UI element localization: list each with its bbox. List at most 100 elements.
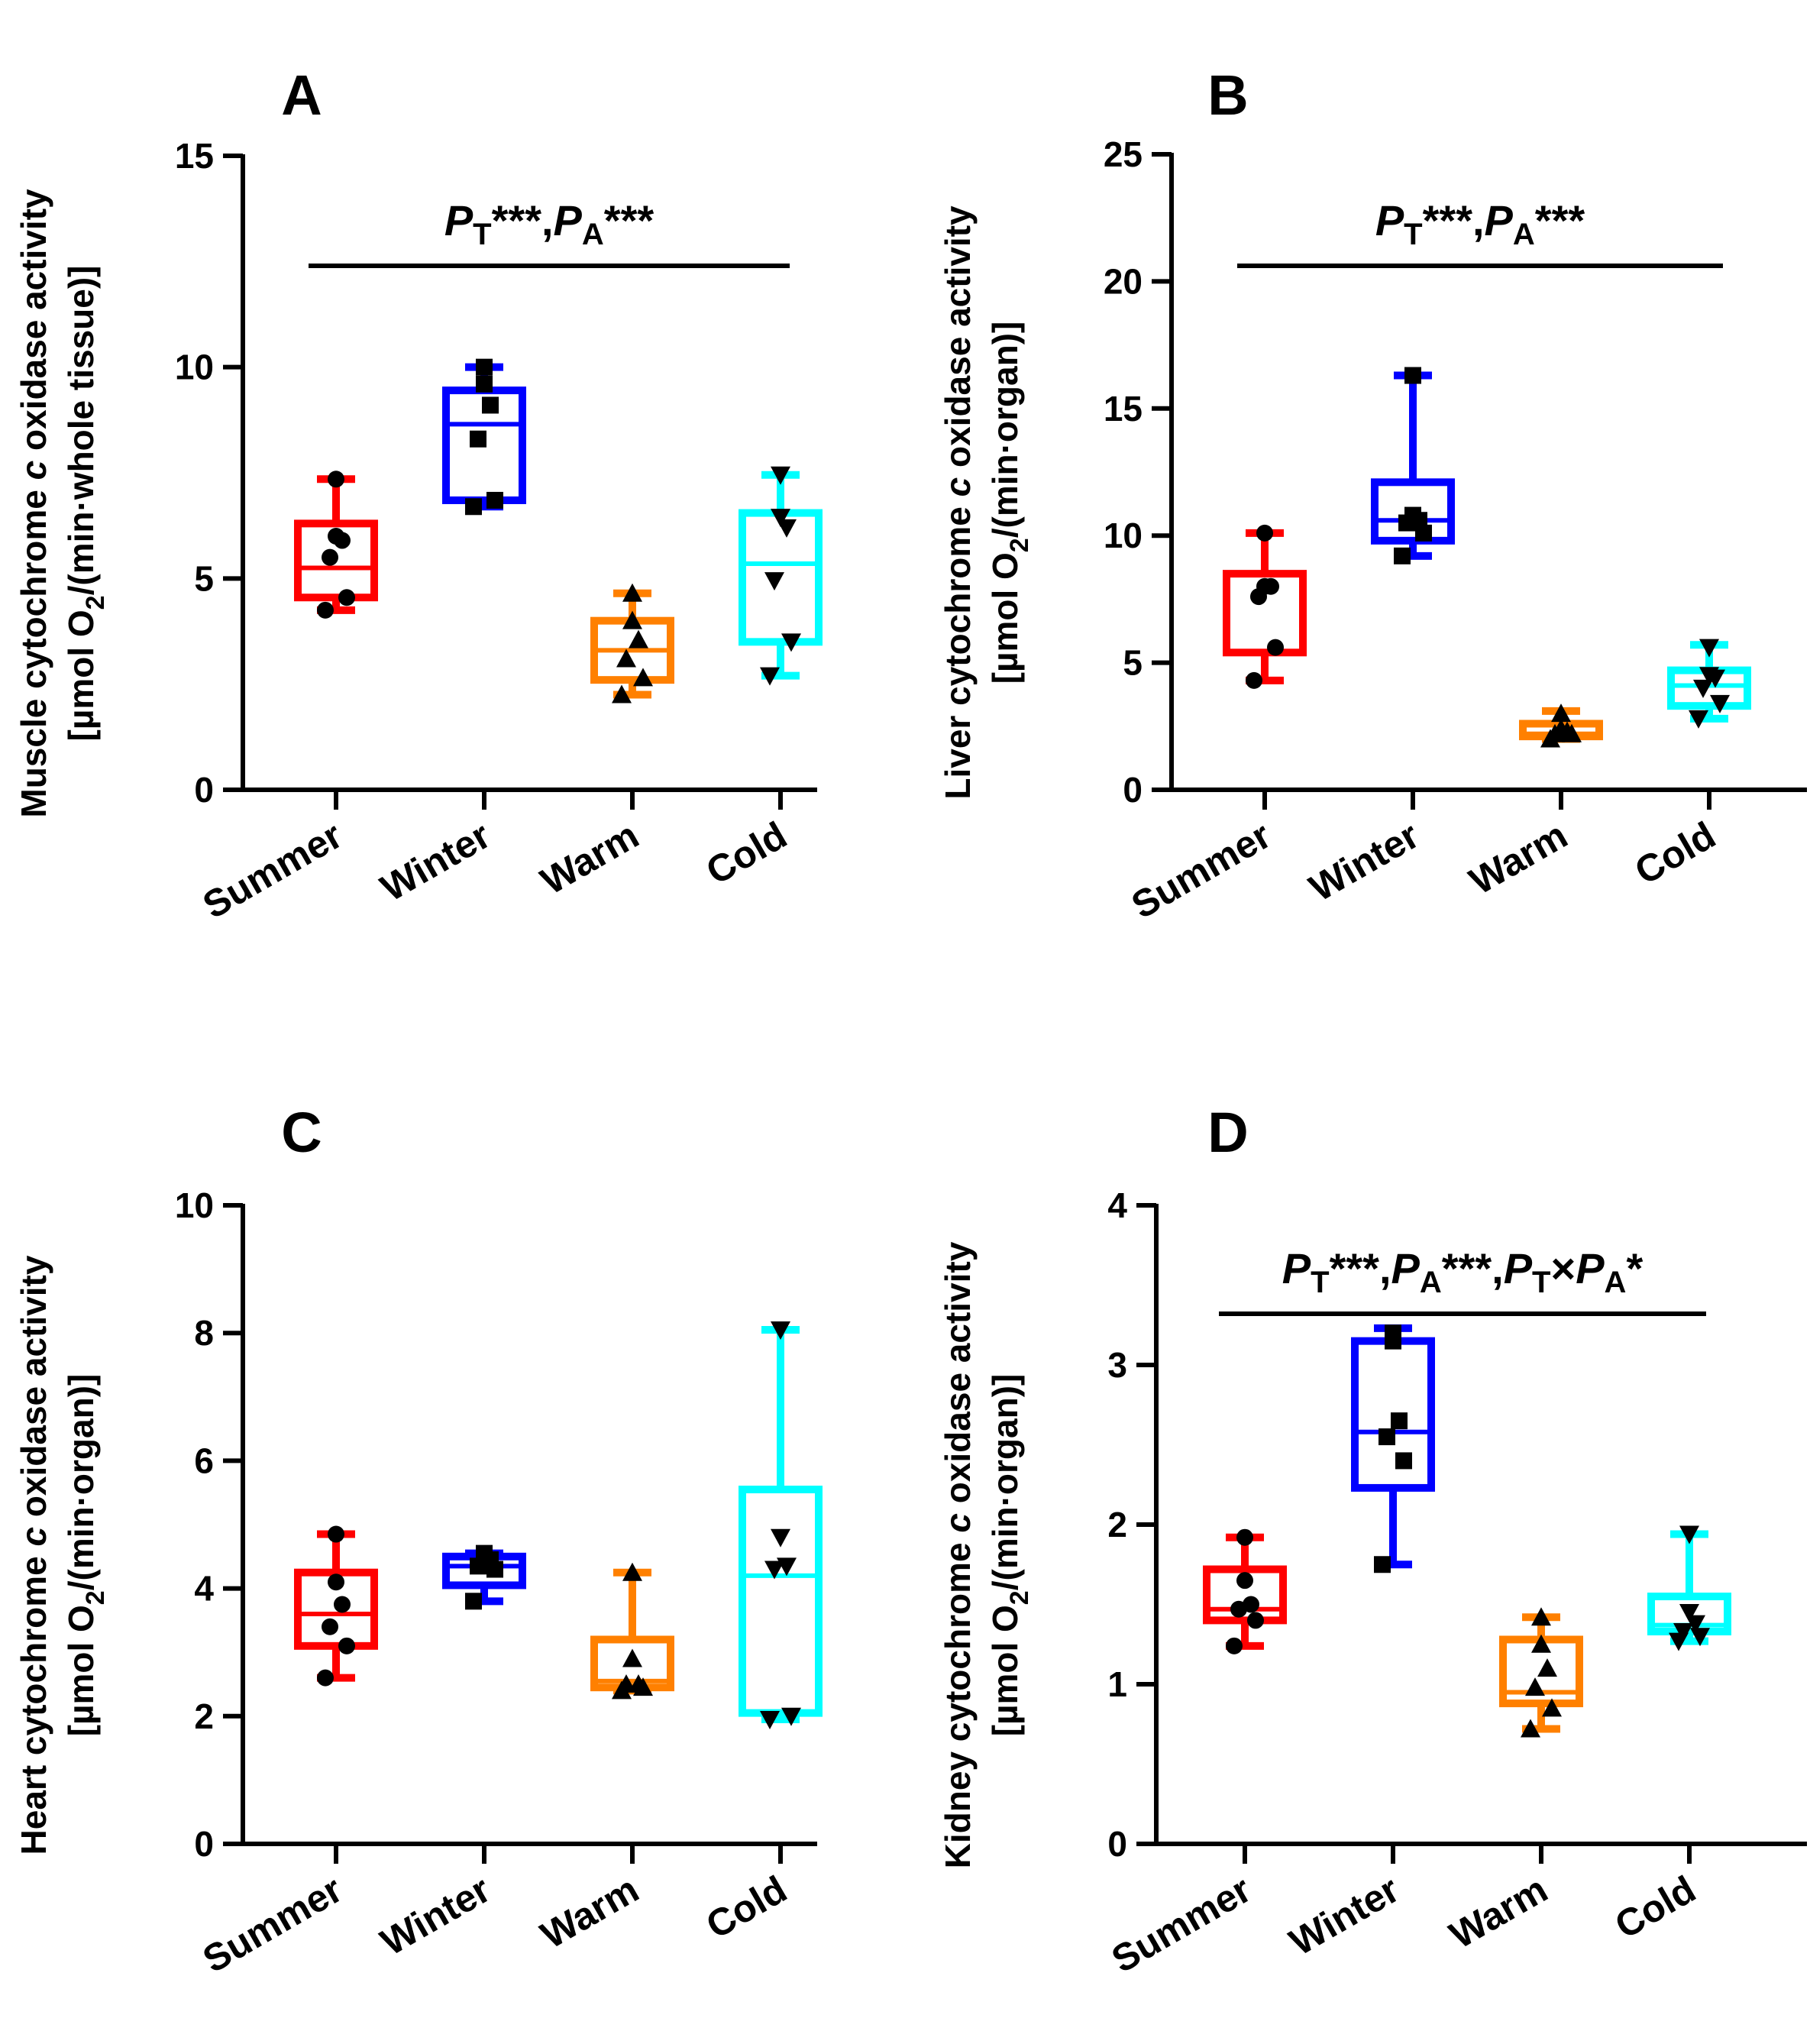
- data-point: [1394, 547, 1411, 564]
- data-point: [1551, 719, 1571, 738]
- data-point: [629, 629, 648, 648]
- data-point: [1374, 1556, 1391, 1573]
- box-iqr: [1371, 478, 1455, 545]
- y-axis-label-subscript: 2: [1005, 1590, 1034, 1605]
- data-point: [476, 1544, 493, 1562]
- significance-p: P: [1485, 196, 1514, 244]
- data-point: [781, 1707, 801, 1726]
- box-summer: [1223, 524, 1307, 689]
- y-tick-label: 0: [1107, 1824, 1127, 1864]
- y-tick-label: 20: [1104, 261, 1143, 301]
- significance-stars: ***: [1535, 196, 1585, 244]
- data-point: [1391, 1412, 1408, 1430]
- data-point: [622, 1648, 642, 1667]
- significance-subscript: A: [582, 218, 604, 251]
- data-point: [622, 583, 642, 602]
- box-cold: [739, 1321, 823, 1729]
- box-iqr: [739, 1486, 823, 1717]
- significance-stars: ***,: [1423, 196, 1485, 244]
- x-category-label: Warm: [534, 813, 646, 903]
- data-point: [465, 1593, 482, 1610]
- data-point: [1531, 1607, 1551, 1626]
- data-point: [1236, 1572, 1253, 1590]
- y-tick-label: 15: [1104, 389, 1143, 429]
- data-point: [1256, 524, 1273, 542]
- panel-b: B 0 5 10 15 20 25 Summer Winter Warm Cold Liver cyt…: [938, 63, 1807, 927]
- panel-a: A 0 5 10 15 Summer Winter Warm Cold Muscle cytoch…: [14, 63, 823, 927]
- data-point: [1246, 671, 1262, 689]
- y-tick-label: 6: [194, 1441, 214, 1480]
- x-category-label: Winter: [373, 1868, 497, 1964]
- data-point: [777, 1557, 797, 1577]
- y-axis-label-text: /(min·organ)]: [985, 1374, 1025, 1591]
- y-axis-label-italic: c: [938, 477, 978, 497]
- significance-p: P: [1504, 1244, 1533, 1292]
- data-point: [1531, 1634, 1551, 1653]
- data-point: [771, 509, 790, 528]
- data-point: [1525, 1677, 1545, 1696]
- data-point: [1415, 524, 1432, 542]
- data-point: [629, 1674, 648, 1693]
- data-point: [781, 633, 801, 652]
- data-point: [760, 667, 780, 686]
- y-tick-label: 5: [194, 558, 214, 598]
- y-axis-label-italic: c: [938, 1513, 978, 1533]
- y-tick-label: 0: [194, 770, 214, 810]
- box-iqr: [1647, 1593, 1731, 1636]
- data-point: [633, 668, 653, 687]
- box-cold: [739, 466, 823, 686]
- y-axis-label-text: [µmol O: [61, 610, 101, 741]
- data-point: [476, 375, 493, 393]
- y-axis-label-text: oxidase activity: [14, 189, 53, 461]
- data-point: [322, 548, 338, 566]
- x-category-label: Warm: [1463, 813, 1575, 903]
- x-category-label: Warm: [534, 1868, 646, 1957]
- data-point: [612, 684, 632, 703]
- x-category-label: Winter: [1302, 813, 1426, 910]
- data-point: [317, 601, 334, 619]
- y-tick-label: 1: [1107, 1664, 1127, 1704]
- box-winter: [1371, 367, 1455, 564]
- y-axis-label-line1: Kidney cytochrome c oxidase activity: [938, 1241, 978, 1868]
- y-axis-label-text: Muscle cytochrome: [14, 480, 53, 817]
- data-point: [771, 1528, 790, 1548]
- data-point: [1673, 1623, 1693, 1642]
- box-warm: [590, 583, 674, 703]
- data-point: [764, 1560, 784, 1580]
- data-point: [1395, 1452, 1412, 1470]
- significance-subscript: A: [1513, 218, 1535, 251]
- y-axis-label-line2: [µmol O2/(min·organ)]: [985, 322, 1034, 684]
- data-point: [482, 396, 499, 414]
- data-point: [1243, 1596, 1259, 1613]
- significance-p: P: [1375, 196, 1404, 244]
- y-tick-label: 4: [1107, 1185, 1127, 1225]
- y-axis-label-italic: c: [14, 1527, 53, 1547]
- data-point: [338, 1637, 355, 1654]
- data-point: [1693, 679, 1713, 698]
- y-tick-label: 3: [1107, 1345, 1127, 1385]
- significance-label: PT***,PA***: [444, 196, 655, 251]
- y-axis-label-text: /(min·whole tissue)]: [61, 266, 101, 596]
- significance-subscript: T: [1404, 218, 1422, 251]
- y-axis-label-text: [µmol O: [61, 1605, 101, 1736]
- data-point: [465, 498, 482, 516]
- box-summer: [294, 471, 378, 619]
- x-category-label: Cold: [1627, 813, 1722, 893]
- y-axis-label-text: /(min·organ)]: [61, 1374, 101, 1591]
- y-axis-label-text: Kidney cytochrome: [938, 1533, 978, 1869]
- box-warm: [1499, 1607, 1583, 1738]
- data-point: [622, 610, 642, 629]
- significance-subscript: T: [1311, 1266, 1329, 1299]
- y-tick-label: 25: [1104, 134, 1143, 174]
- y-tick-label: 0: [1123, 770, 1143, 810]
- data-point: [1699, 667, 1719, 686]
- y-axis-label-text: Liver cytochrome: [938, 496, 978, 799]
- data-point: [1256, 577, 1273, 595]
- data-point: [334, 1596, 351, 1613]
- panel-letter: A: [281, 63, 322, 127]
- x-category-label: Summer: [196, 1868, 349, 1981]
- y-tick-label: 2: [194, 1696, 214, 1736]
- data-point: [1542, 1698, 1562, 1717]
